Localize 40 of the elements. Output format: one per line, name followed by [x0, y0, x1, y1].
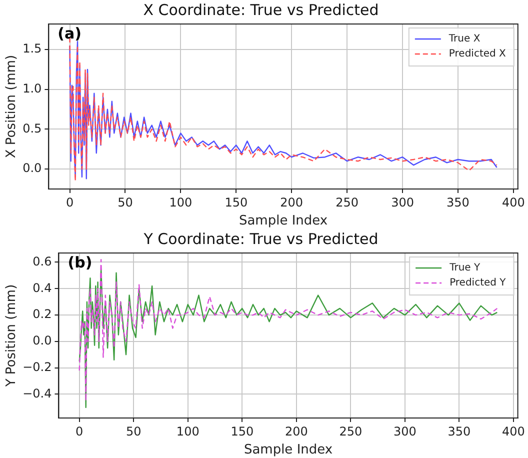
x-tick-label: 300	[391, 195, 414, 210]
x-tick-label: 250	[339, 424, 362, 438]
y-tick-label: −0.4	[22, 386, 52, 400]
legend-label: True Y	[448, 262, 481, 274]
x-tick-label: 100	[169, 195, 192, 210]
y-tick-label: 0.0	[22, 161, 42, 176]
y-tick-label: 0.0	[32, 334, 52, 348]
chart-title: Y Coordinate: True vs Predicted	[142, 230, 378, 248]
x-tick-label: 400	[502, 195, 525, 210]
annotation: (b)	[68, 253, 92, 272]
x-axis-title: Sample Index	[244, 442, 333, 458]
legend-label: Predicted X	[448, 48, 506, 60]
y-tick-label: 0.2	[32, 307, 52, 322]
x-tick-label: 350	[446, 195, 470, 210]
x-tick-label: 50	[118, 195, 133, 210]
y-axis-title: X Position (mm)	[4, 54, 20, 158]
y-tick-label: 0.5	[22, 121, 42, 136]
y-tick-label: 1.5	[22, 42, 42, 56]
x-tick-label: 400	[502, 424, 525, 438]
x-tick-label: 150	[230, 424, 254, 438]
legend-label: True X	[448, 34, 480, 45]
y-tick-label: −0.2	[22, 360, 52, 374]
x-tick-label: 0	[76, 424, 84, 438]
x-tick-label: 100	[176, 424, 200, 438]
x-tick-label: 350	[448, 424, 471, 438]
x-tick-label: 0	[66, 195, 74, 210]
x-tick-label: 150	[224, 195, 248, 210]
annotation: (a)	[58, 24, 82, 42]
x-tick-label: 200	[284, 424, 308, 438]
x-tick-label: 300	[393, 424, 416, 438]
y-tick-label: 0.4	[32, 280, 52, 295]
chart-title: X Coordinate: True vs Predicted	[143, 0, 379, 19]
legend-label: Predicted Y	[450, 278, 507, 289]
x-tick-label: 200	[280, 195, 304, 210]
x-tick-label: 50	[126, 424, 142, 438]
x-axis-title: Sample Index	[238, 214, 328, 229]
y-axis-title: Y Position (mm)	[4, 284, 20, 388]
y-tick-label: 0.6	[32, 254, 52, 268]
x-tick-label: 250	[336, 195, 359, 210]
y-tick-label: 1.0	[22, 81, 42, 96]
